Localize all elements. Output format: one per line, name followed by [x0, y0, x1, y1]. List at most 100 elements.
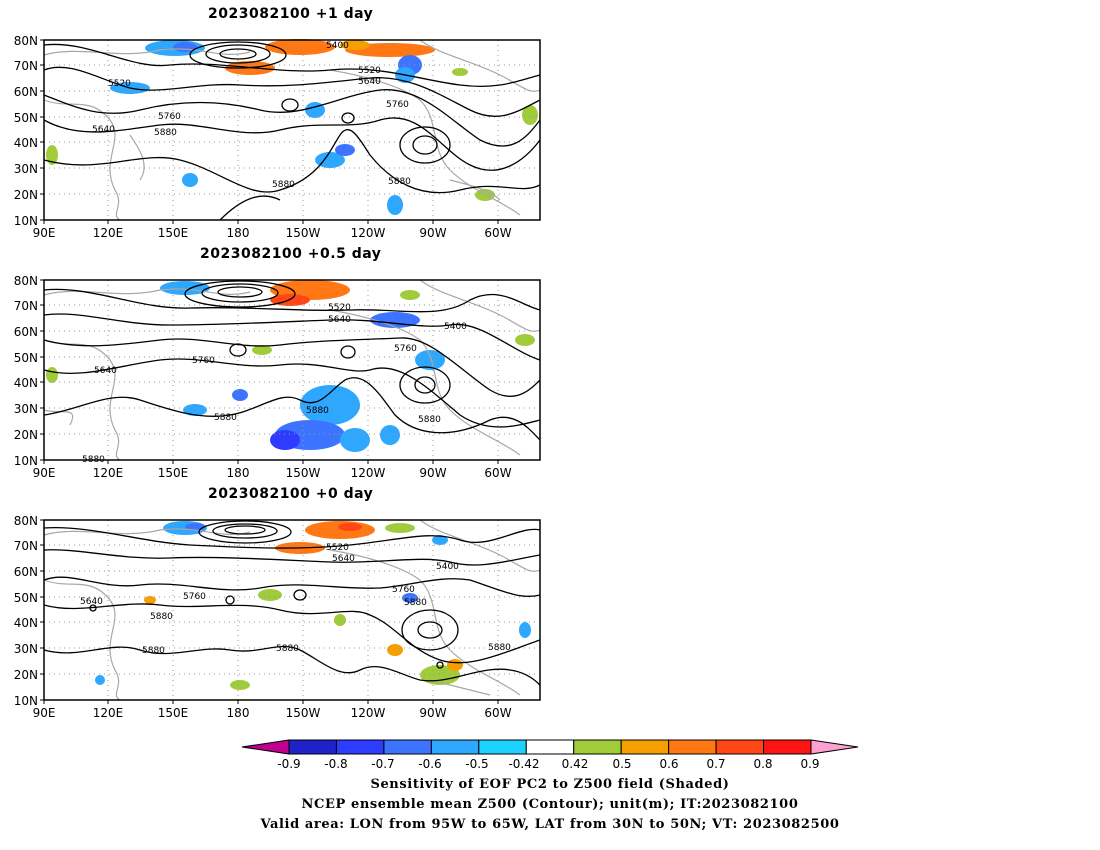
contour-labels: 5520 5640 5400 5640 5760 5760 5880 5880 … [80, 543, 511, 656]
lat-tick-label: 40N [14, 376, 38, 390]
contour-label: 5760 [394, 344, 417, 354]
colorbar-box [335, 739, 385, 755]
lon-tick-label: 120W [351, 226, 386, 240]
contour-label: 5880 [306, 406, 329, 416]
lon-tick-label: 120E [93, 226, 124, 240]
lon-tick-label: 120W [351, 466, 386, 480]
lat-tick-label: 20N [14, 188, 38, 202]
coastlines [43, 39, 541, 221]
contour-label: 5880 [388, 177, 411, 187]
sensitivity-shading [95, 521, 531, 690]
lon-tick-label: 90E [33, 466, 56, 480]
colorbar-label: -0.9 [277, 757, 300, 771]
contour-label: 5880 [488, 643, 511, 653]
contour-label: 5640 [80, 597, 103, 607]
lat-tick-label: 50N [14, 351, 38, 365]
lon-tick-label: 180 [227, 226, 250, 240]
colorbar-box [430, 739, 480, 755]
lat-tick-label: 50N [14, 591, 38, 605]
lon-tick-labels: 90E 120E 150E 180 150W 120W 90W 60W [33, 706, 512, 720]
lat-tick-label: 30N [14, 642, 38, 656]
lon-tick-label: 120E [93, 706, 124, 720]
colorbar-label: 0.42 [562, 757, 589, 771]
lat-tick-label: 70N [14, 539, 38, 553]
lon-tick-labels: 90E 120E 150E 180 150W 120W 90W 60W [33, 466, 512, 480]
colorbar-box [763, 739, 812, 755]
lat-tick-labels: 80N 70N 60N 50N 40N 30N 20N 10N [14, 34, 38, 228]
caption-line-3: Valid area: LON from 95W to 65W, LAT fro… [260, 817, 840, 832]
contour-label: 5880 [142, 646, 165, 656]
contour-label: 5400 [436, 562, 459, 572]
lat-tick-label: 10N [14, 214, 38, 228]
caption-line-2: NCEP ensemble mean Z500 (Contour); unit(… [301, 797, 799, 812]
lat-tick-label: 40N [14, 136, 38, 150]
lon-tick-label: 60W [484, 706, 511, 720]
lon-tick-label: 150W [286, 706, 321, 720]
contour-label: 5400 [444, 322, 467, 332]
lon-tick-label: 150W [286, 226, 321, 240]
panel-title-3: 2023082100 +0 day [208, 486, 374, 502]
lat-tick-label: 70N [14, 59, 38, 73]
contour-label: 5520 [328, 303, 351, 313]
colorbar-label: -0.5 [465, 757, 488, 771]
contour-label: 5880 [154, 128, 177, 138]
colorbar-label: -0.7 [371, 757, 394, 771]
colorbar-box [620, 739, 670, 755]
map-panel-1: 5400 5520 5520 5640 5640 5760 5760 5880 … [14, 34, 541, 240]
lat-tick-labels: 80N 70N 60N 50N 40N 30N 20N 10N [14, 274, 38, 468]
lat-tick-label: 20N [14, 428, 38, 442]
lon-tick-label: 150E [158, 466, 189, 480]
colorbar-box [288, 739, 337, 755]
colorbar-label: 0.8 [753, 757, 772, 771]
lon-tick-label: 120W [351, 706, 386, 720]
colorbar-right-arrow [810, 739, 859, 755]
map-panel-3: 5520 5640 5400 5640 5760 5760 5880 5880 … [14, 514, 541, 720]
colorbar-boxes [288, 739, 812, 755]
lon-tick-label: 90E [33, 226, 56, 240]
colorbar-label: 0.9 [800, 757, 819, 771]
panel-title-2: 2023082100 +0.5 day [200, 246, 382, 262]
contour-label: 5640 [328, 315, 351, 325]
lat-tick-label: 10N [14, 694, 38, 708]
lat-tick-label: 60N [14, 325, 38, 339]
contour-label: 5640 [94, 366, 117, 376]
lon-tick-label: 60W [484, 466, 511, 480]
contour-label: 5520 [108, 79, 131, 89]
lat-tick-labels: 80N 70N 60N 50N 40N 30N 20N 10N [14, 514, 38, 708]
contour-label: 5760 [158, 112, 181, 122]
contour-label: 5880 [214, 413, 237, 423]
colorbar-label: 0.6 [659, 757, 678, 771]
contour-label: 5520 [358, 66, 381, 76]
colorbar-box [715, 739, 765, 755]
lat-tick-label: 40N [14, 616, 38, 630]
contour-label: 5880 [418, 415, 441, 425]
contour-label: 5640 [92, 125, 115, 135]
colorbar-box [383, 739, 432, 755]
lat-tick-label: 10N [14, 454, 38, 468]
lon-tick-label: 90E [33, 706, 56, 720]
lat-tick-label: 50N [14, 111, 38, 125]
contour-label: 5880 [404, 598, 427, 608]
contour-labels: 5400 5520 5520 5640 5640 5760 5760 5880 … [92, 41, 411, 190]
lon-tick-label: 90W [419, 226, 446, 240]
caption-line-1: Sensitivity of EOF PC2 to Z500 field (Sh… [370, 777, 730, 792]
contour-label: 5880 [276, 644, 299, 654]
colorbar: -0.9 -0.8 -0.7 -0.6 -0.5 -0.42 0.42 0.5 … [241, 739, 859, 771]
colorbar-label: 0.7 [706, 757, 725, 771]
contour-label: 5640 [332, 554, 355, 564]
colorbar-box [478, 739, 527, 755]
contour-label: 5520 [326, 543, 349, 553]
colorbar-box [573, 739, 622, 755]
lat-tick-label: 60N [14, 85, 38, 99]
lat-tick-label: 80N [14, 514, 38, 528]
lon-tick-label: 60W [484, 226, 511, 240]
colorbar-label: -0.6 [418, 757, 441, 771]
z500-contours [43, 41, 541, 221]
lat-tick-label: 70N [14, 299, 38, 313]
z500-contours [43, 520, 541, 686]
lon-tick-label: 180 [227, 706, 250, 720]
contour-label: 5760 [386, 100, 409, 110]
colorbar-labels: -0.9 -0.8 -0.7 -0.6 -0.5 -0.42 0.42 0.5 … [277, 757, 819, 771]
contour-label: 5760 [192, 356, 215, 366]
